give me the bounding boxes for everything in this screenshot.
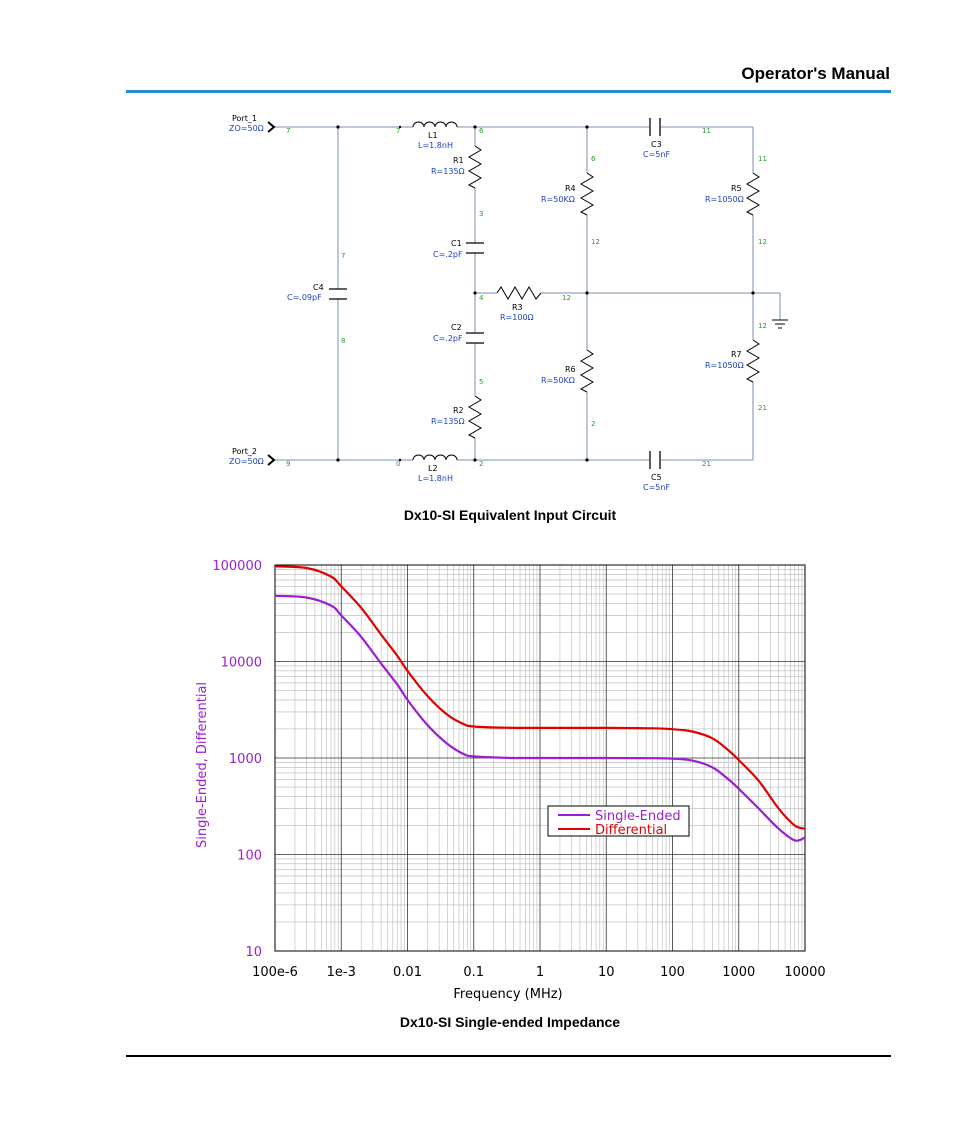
r3-name: R3 xyxy=(512,303,523,312)
node-label: 3 xyxy=(479,210,483,218)
r4-value: R=50KΩ xyxy=(541,195,575,204)
node-label: 5 xyxy=(479,378,483,386)
y-tick-label: 100 xyxy=(237,849,262,864)
r6-value: R=50KΩ xyxy=(541,376,575,385)
c5-name: C5 xyxy=(651,473,662,482)
node-label: 8 xyxy=(341,337,345,345)
legend-label-differential: Differential xyxy=(595,823,667,838)
y-tick-labels: 100000 10000 1000 100 10 xyxy=(212,559,262,960)
x-tick-label: 0.01 xyxy=(393,965,422,980)
c1-name: C1 xyxy=(451,239,462,248)
y-axis-label: Single-Ended, Differential xyxy=(195,682,210,848)
node-label: 21 xyxy=(758,404,767,412)
differential-line xyxy=(274,565,806,830)
c2-name: C2 xyxy=(451,323,462,332)
x-tick-labels: 100e-6 1e-3 0.01 0.1 1 10 100 1000 10000 xyxy=(252,965,826,980)
r7-name: R7 xyxy=(731,350,742,359)
node-label: 7 xyxy=(286,127,290,135)
x-tick-label: 10 xyxy=(598,965,615,980)
r6-name: R6 xyxy=(565,365,576,374)
port2-value: ZO=50Ω xyxy=(229,457,264,466)
node-label: 7 xyxy=(396,127,400,135)
circuit-caption: Dx10-SI Equivalent Input Circuit xyxy=(403,507,617,523)
x-tick-label: 0.1 xyxy=(463,965,484,980)
node-label: 11 xyxy=(758,155,767,163)
c4-name: C4 xyxy=(313,283,324,292)
r5-value: R=1050Ω xyxy=(705,195,744,204)
header-rule xyxy=(126,90,891,93)
chart-legend: Single-Ended Differential xyxy=(547,805,690,838)
r3-value: R=100Ω xyxy=(500,313,534,322)
node-label: 2 xyxy=(479,460,483,468)
node-label: 12 xyxy=(758,238,767,246)
y-tick-label: 100000 xyxy=(212,559,262,574)
port2-name: Port_2 xyxy=(232,447,257,456)
legend-box xyxy=(547,805,690,837)
node-label: 0 xyxy=(396,460,400,468)
c5-value: C=5nF xyxy=(643,483,670,492)
x-tick-label: 10000 xyxy=(784,965,825,980)
r1-value: R=135Ω xyxy=(431,167,465,176)
x-tick-label: 100 xyxy=(660,965,685,980)
single-ended-line xyxy=(274,594,806,842)
chart-caption: Dx10-SI Single-ended Impedance xyxy=(399,1014,621,1030)
x-tick-label: 1000 xyxy=(722,965,755,980)
port1-value: ZO=50Ω xyxy=(229,124,264,133)
equivalent-input-circuit: Port_1 ZO=50Ω Port_2 ZO=50Ω L1 L=1.8nH L… xyxy=(229,114,788,492)
node-label: 2 xyxy=(591,420,595,428)
node-label: 9 xyxy=(286,460,290,468)
node-label: 12 xyxy=(562,294,571,302)
y-tick-label: 10000 xyxy=(221,656,262,671)
r5-name: R5 xyxy=(731,184,742,193)
node-label: 6 xyxy=(479,127,484,135)
l1-name: L1 xyxy=(428,131,438,140)
node-label: 7 xyxy=(341,252,345,260)
r4-name: R4 xyxy=(565,184,576,193)
c2-value: C=.2pF xyxy=(433,334,463,343)
node-label: 6 xyxy=(591,155,596,163)
l2-name: L2 xyxy=(428,464,438,473)
x-tick-label: 100e-6 xyxy=(252,965,298,980)
page-header-title: Operator's Manual xyxy=(741,64,890,83)
r7-value: R=1050Ω xyxy=(705,361,744,370)
y-tick-label: 10 xyxy=(245,945,262,960)
port1-name: Port_1 xyxy=(232,114,257,123)
footer-rule xyxy=(126,1055,891,1057)
x-tick-label: 1 xyxy=(536,965,544,980)
l1-value: L=1.8nH xyxy=(418,141,453,150)
c1-value: C=.2pF xyxy=(433,250,463,259)
r2-value: R=135Ω xyxy=(431,417,465,426)
node-label: 4 xyxy=(479,294,484,302)
plot-frame xyxy=(274,564,806,952)
node-label: 21 xyxy=(702,460,711,468)
node-label: 11 xyxy=(702,127,711,135)
r1-name: R1 xyxy=(453,156,464,165)
node-label: 12 xyxy=(758,322,767,330)
l2-value: L=1.8nH xyxy=(418,474,453,483)
r2-name: R2 xyxy=(453,406,464,415)
c3-name: C3 xyxy=(651,140,662,149)
x-tick-label: 1e-3 xyxy=(327,965,356,980)
legend-label-single-ended: Single-Ended xyxy=(595,809,681,824)
y-tick-label: 1000 xyxy=(229,752,262,767)
series-lines xyxy=(274,565,806,842)
c3-value: C=5nF xyxy=(643,150,670,159)
x-axis-label: Frequency (MHz) xyxy=(453,987,562,1002)
c4-value: C=.09pF xyxy=(287,293,322,302)
node-label: 12 xyxy=(591,238,600,246)
